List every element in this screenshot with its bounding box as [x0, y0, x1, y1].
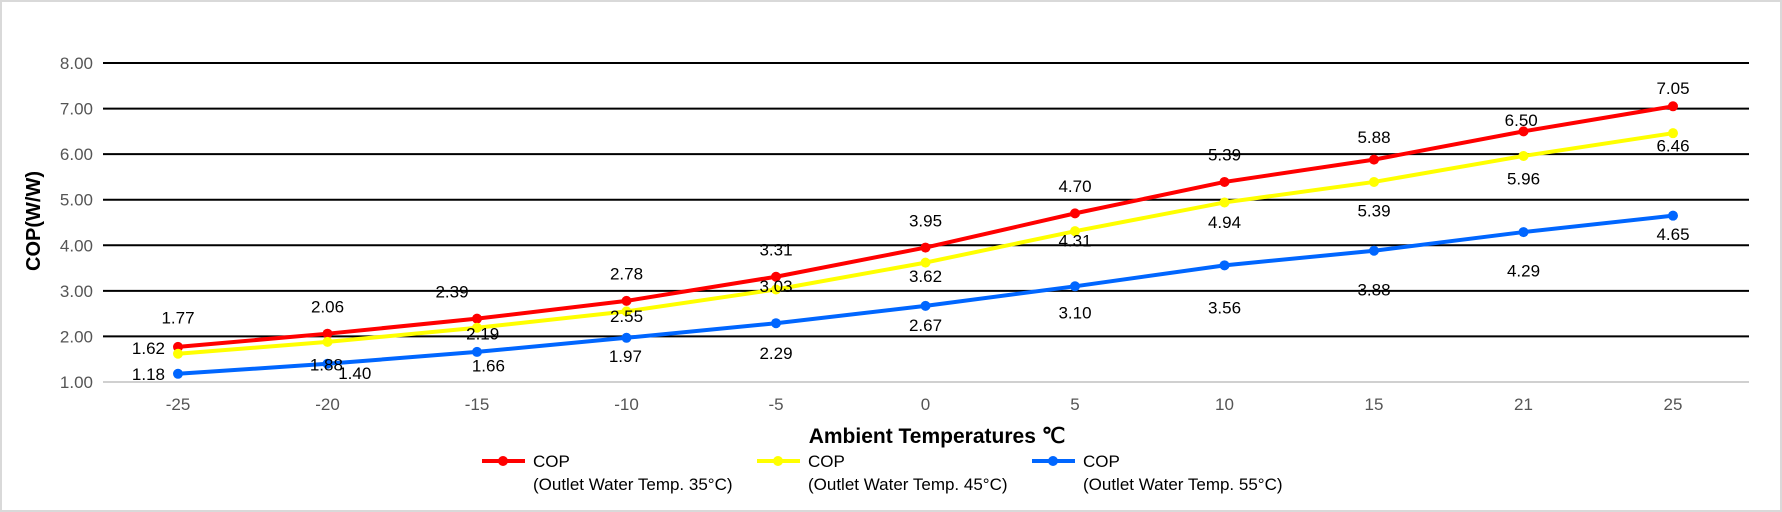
series-line-3 [177, 213, 1674, 376]
data-point [1219, 176, 1230, 187]
y-tick-label: 4.00 [60, 236, 93, 255]
data-point [1518, 227, 1529, 238]
data-point [920, 257, 931, 268]
data-label: 1.88 [310, 356, 343, 375]
data-label: 7.05 [1656, 79, 1689, 98]
legend-label: COP [533, 452, 570, 471]
legend-sublabel: (Outlet Water Temp. 35°C) [533, 475, 733, 494]
x-tick-label: -20 [315, 395, 340, 414]
x-tick-label: -15 [465, 395, 490, 414]
data-label: 1.97 [609, 347, 642, 366]
y-tick-label: 8.00 [60, 54, 93, 73]
data-point [771, 271, 781, 282]
data-point [621, 332, 632, 343]
data-label: 3.62 [909, 267, 942, 286]
data-point [472, 346, 482, 357]
data-point [173, 348, 183, 359]
data-label: 3.88 [1357, 280, 1390, 299]
x-tick-label: 21 [1514, 395, 1533, 414]
data-point [322, 336, 333, 347]
y-tick-label: 3.00 [60, 282, 93, 301]
x-axis-title: Ambient Temperatures ℃ [809, 425, 1066, 448]
x-tick-label: 15 [1365, 395, 1384, 414]
data-point [920, 300, 931, 311]
data-label: 2.19 [466, 324, 499, 343]
data-point [1518, 126, 1529, 137]
data-point [322, 358, 333, 369]
data-point [1518, 150, 1529, 161]
data-label: 2.67 [909, 316, 942, 335]
data-point [1369, 245, 1379, 256]
y-tick-label: 7.00 [60, 100, 93, 119]
data-point [1668, 210, 1678, 221]
data-point [621, 306, 632, 317]
data-point [1369, 154, 1379, 165]
data-label: 2.39 [435, 282, 468, 301]
data-point [1668, 101, 1678, 112]
legend-label: COP [1083, 452, 1120, 471]
data-label: 2.78 [610, 265, 643, 284]
data-label: 3.10 [1058, 303, 1091, 322]
data-label: 4.94 [1208, 213, 1241, 232]
x-tick-label: -25 [166, 395, 191, 414]
data-label: 4.31 [1058, 231, 1091, 250]
y-tick-label: 2.00 [60, 327, 93, 346]
x-tick-label: 25 [1664, 395, 1683, 414]
x-tick-label: 5 [1070, 395, 1079, 414]
data-label: 3.56 [1208, 298, 1241, 317]
legend-marker-dot [498, 456, 508, 466]
data-label: 6.46 [1656, 137, 1689, 156]
data-label: 3.95 [909, 211, 942, 230]
data-label: 4.65 [1656, 225, 1689, 244]
x-tick-label: -5 [768, 395, 783, 414]
data-label: 2.29 [759, 344, 792, 363]
y-tick-label: 6.00 [60, 145, 93, 164]
data-label: 2.06 [311, 297, 344, 316]
data-label: 3.03 [759, 277, 792, 296]
y-axis-title: COP(W/W) [23, 171, 45, 271]
legend-marker-dot [773, 456, 783, 466]
data-label: 1.66 [472, 357, 505, 376]
y-tick-label: 5.00 [60, 191, 93, 210]
data-point [1219, 260, 1230, 271]
data-point [1668, 128, 1678, 139]
data-label: 1.77 [161, 308, 194, 327]
data-point [173, 341, 183, 352]
legend-sublabel: (Outlet Water Temp. 45°C) [808, 475, 1008, 494]
data-point [1070, 281, 1080, 292]
legend-sublabel: (Outlet Water Temp. 55°C) [1083, 475, 1283, 494]
data-point [173, 368, 183, 379]
legend-marker-dot [1048, 456, 1058, 466]
data-label: 3.31 [759, 240, 792, 259]
data-label: 4.70 [1058, 177, 1091, 196]
data-label: 5.39 [1357, 201, 1390, 220]
data-point [771, 284, 781, 295]
data-point [1369, 176, 1379, 187]
data-label: 5.39 [1208, 146, 1241, 165]
data-label: 5.96 [1507, 170, 1540, 189]
x-tick-label: 10 [1215, 395, 1234, 414]
data-point [771, 318, 781, 329]
legend-label: COP [808, 452, 845, 471]
data-point [621, 295, 632, 306]
data-point [1219, 197, 1230, 208]
data-point [920, 242, 931, 253]
data-label: 2.55 [610, 307, 643, 326]
data-point [472, 322, 482, 333]
data-label: 1.18 [132, 365, 165, 384]
data-label: 1.62 [132, 339, 165, 358]
data-label: 4.29 [1507, 262, 1540, 281]
data-label: 5.88 [1357, 128, 1390, 147]
x-tick-label: -10 [614, 395, 639, 414]
y-tick-label: 1.00 [60, 373, 93, 392]
data-point [322, 328, 333, 339]
data-label: 6.50 [1505, 111, 1538, 130]
data-point [1070, 226, 1080, 237]
data-point [1070, 208, 1080, 219]
data-label: 1.40 [338, 364, 371, 383]
x-tick-label: 0 [921, 395, 930, 414]
data-point [472, 313, 482, 324]
